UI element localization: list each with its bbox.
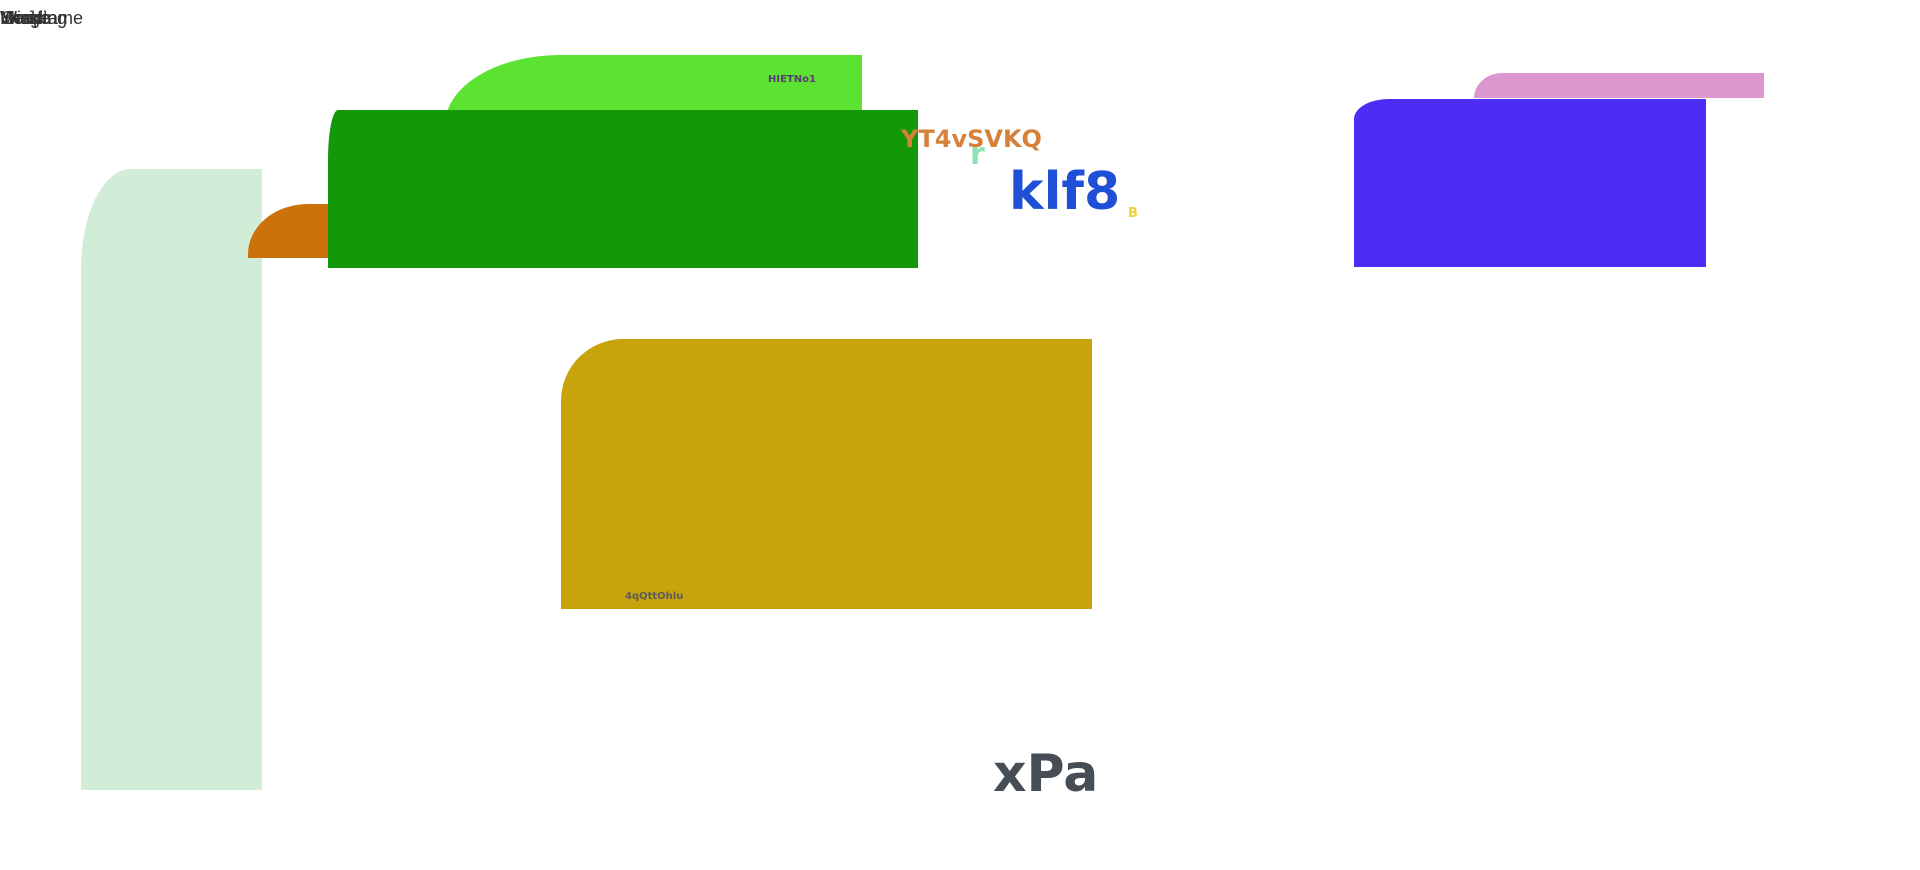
overlay-label-script: Script: [2, 8, 49, 28]
overlay-label-heading: Heading: [0, 8, 68, 28]
overlay-label-image: Image: [0, 8, 51, 28]
heading-xpa: xPa: [993, 744, 1099, 804]
label-b: B: [1128, 206, 1138, 221]
label-yt4vsvkq: YT4vSVKQ: [901, 125, 1042, 153]
violet-block: [1354, 99, 1706, 267]
mint-panel: [81, 169, 262, 790]
label-r: r: [970, 137, 985, 172]
overlay-label-wireframe: Wireframe: [0, 8, 84, 28]
label-4qqttohlu: 4qQttOhlu: [625, 591, 684, 602]
heading-klf8: klf8: [1009, 162, 1121, 222]
pink-bar: [1474, 73, 1764, 98]
label-hietno1: HIETNo1: [768, 74, 816, 85]
overlay-labels: Wireframe Image Heading Mark Script: [0, 8, 120, 28]
green-block: [328, 110, 918, 268]
overlay-label-mark: Mark: [0, 8, 40, 28]
mustard-block: [561, 339, 1092, 609]
